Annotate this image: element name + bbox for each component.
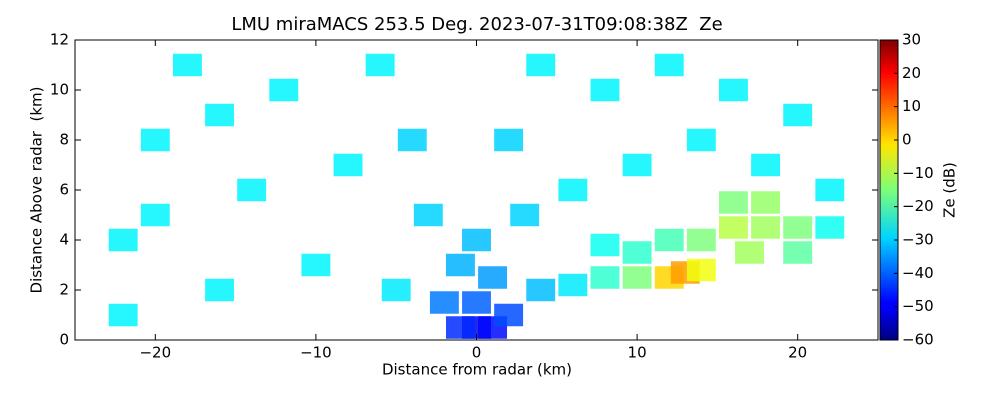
colorbar-tick-label: −60 bbox=[902, 331, 934, 349]
echo-cell bbox=[735, 241, 764, 264]
echo-cell bbox=[558, 178, 588, 202]
x-tick-label: 0 bbox=[472, 344, 482, 362]
x-tick-label: 10 bbox=[628, 344, 647, 362]
colorbar-tick-label: −30 bbox=[902, 231, 934, 249]
echo-cell bbox=[622, 266, 652, 289]
echo-cell bbox=[494, 128, 524, 152]
y-tick-label: 10 bbox=[50, 81, 69, 99]
echo-cell bbox=[783, 241, 813, 264]
x-tick-label: −10 bbox=[300, 344, 332, 362]
y-tick-label: 12 bbox=[50, 31, 69, 49]
echo-cell bbox=[397, 128, 427, 152]
echo-cell bbox=[301, 253, 331, 277]
colorbar-tick-label: 10 bbox=[902, 97, 921, 115]
colorbar-tick-label: 20 bbox=[902, 64, 921, 82]
colorbar-tick-label: 30 bbox=[902, 31, 921, 49]
echo-cell bbox=[237, 178, 267, 202]
y-tick-label: 6 bbox=[59, 181, 69, 199]
echo-cell bbox=[719, 78, 748, 102]
echo-cell bbox=[365, 53, 395, 77]
echo-cell bbox=[751, 191, 781, 214]
echo-cell bbox=[445, 316, 475, 339]
echo-cell bbox=[815, 178, 845, 202]
echo-cell bbox=[526, 278, 556, 302]
echo-cell bbox=[622, 153, 652, 177]
echo-cell bbox=[269, 78, 299, 102]
echo-cell bbox=[140, 203, 170, 227]
colorbar-tick-label: −50 bbox=[902, 297, 934, 315]
echo-cell bbox=[140, 128, 170, 152]
echo-cell bbox=[494, 303, 524, 327]
y-tick-label: 8 bbox=[59, 131, 69, 149]
colorbar bbox=[879, 39, 899, 341]
x-tick-label: 20 bbox=[788, 344, 807, 362]
echo-cell bbox=[172, 53, 202, 77]
echo-cell bbox=[526, 53, 556, 77]
echo-cell bbox=[413, 203, 443, 227]
echo-cell bbox=[654, 53, 684, 77]
echo-cell bbox=[686, 128, 716, 152]
echo-cell bbox=[590, 233, 620, 257]
echo-cell bbox=[445, 253, 475, 277]
echo-cell bbox=[205, 103, 234, 127]
echo-cell bbox=[686, 258, 716, 282]
echo-cell bbox=[590, 266, 620, 289]
echo-cell bbox=[333, 153, 363, 177]
echo-cell bbox=[478, 266, 508, 289]
x-axis-label: Distance from radar (km) bbox=[382, 361, 572, 379]
echo-cell bbox=[783, 103, 813, 127]
echo-cell bbox=[590, 78, 620, 102]
colorbar-tick-label: −20 bbox=[902, 197, 934, 215]
echo-cell bbox=[751, 216, 781, 239]
echo-cell bbox=[719, 191, 748, 214]
echo-cell bbox=[558, 273, 588, 297]
echo-cell bbox=[654, 228, 684, 252]
echo-cell bbox=[462, 228, 491, 252]
echo-cell bbox=[751, 153, 781, 177]
y-tick-label: 0 bbox=[59, 331, 69, 349]
echo-cell bbox=[686, 228, 716, 252]
colorbar-tick-label: 0 bbox=[902, 131, 912, 149]
y-tick-label: 2 bbox=[59, 281, 69, 299]
echo-cell bbox=[815, 216, 845, 239]
echo-cell bbox=[510, 203, 540, 227]
echo-cell bbox=[783, 216, 813, 239]
y-tick-label: 4 bbox=[59, 231, 69, 249]
colorbar-label: Ze (dB) bbox=[941, 162, 959, 218]
chart-title: LMU miraMACS 253.5 Deg. 2023-07-31T09:08… bbox=[231, 14, 722, 35]
echo-cell bbox=[108, 303, 138, 327]
echo-cell bbox=[381, 278, 411, 302]
echo-cell bbox=[622, 241, 652, 264]
echo-cell bbox=[719, 216, 748, 239]
echo-cell bbox=[462, 291, 491, 314]
colorbar-tick-label: −10 bbox=[902, 164, 934, 182]
y-axis-label: Distance Above radar (km) bbox=[28, 87, 46, 294]
echo-cell bbox=[108, 228, 138, 252]
echo-cell bbox=[205, 278, 234, 302]
x-tick-label: −20 bbox=[139, 344, 171, 362]
colorbar-tick-label: −40 bbox=[902, 264, 934, 282]
echo-cell bbox=[429, 291, 459, 314]
